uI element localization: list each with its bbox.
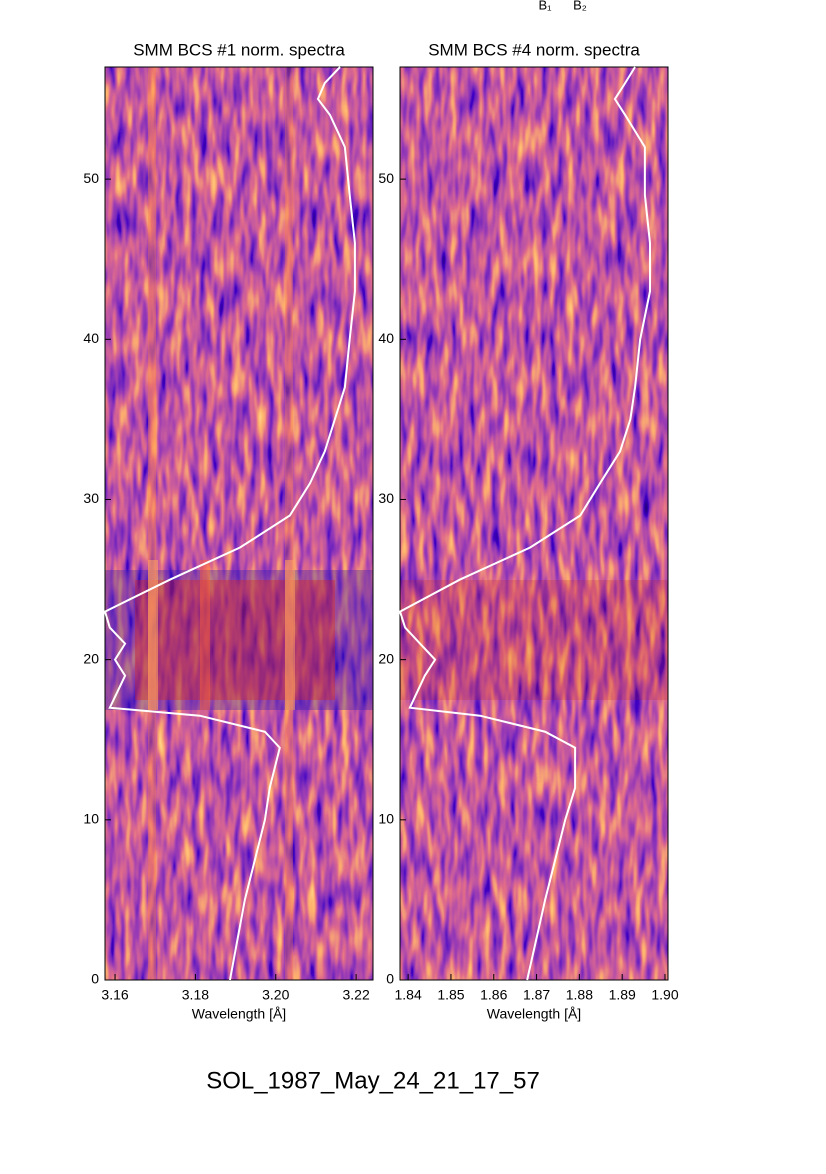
x-tick-label: 3.22 — [342, 987, 369, 1003]
y-tick-label: 20 — [83, 650, 99, 666]
y-tick-label: 10 — [83, 811, 99, 827]
flare-glow — [135, 580, 335, 700]
y-tick-label: 0 — [91, 971, 99, 987]
plot-frame — [399, 66, 669, 981]
heatmap — [105, 67, 373, 980]
panel-title: SMM BCS #1 norm. spectra — [133, 40, 345, 59]
light-curve — [103, 66, 356, 981]
y-tick-label: 30 — [83, 490, 99, 506]
figure-title: SOL_1987_May_24_21_17_57 — [206, 1067, 540, 1094]
x-tick-label: 1.89 — [609, 987, 636, 1003]
flare-glow — [400, 580, 668, 700]
x-tick-label: 3.20 — [262, 987, 289, 1003]
line-stripe — [148, 67, 156, 980]
x-tick-label: 1.90 — [651, 987, 678, 1003]
heatmap — [400, 67, 668, 980]
y-tick-label: 10 — [378, 811, 394, 827]
y-tick-label: 0 — [386, 971, 394, 987]
plot-frame — [104, 66, 374, 981]
y-tick-label: 50 — [378, 170, 394, 186]
x-tick-label: 1.84 — [395, 987, 422, 1003]
line-stripe — [148, 560, 158, 710]
panel-title: SMM BCS #4 norm. spectra — [428, 40, 640, 59]
x-tick-label: 1.87 — [523, 987, 550, 1003]
y-tick-label: 50 — [83, 170, 99, 186]
x-axis-label: Wavelength [Å] — [487, 1006, 581, 1022]
x-tick-label: 1.86 — [480, 987, 507, 1003]
x-axis-label: Wavelength [Å] — [192, 1006, 286, 1022]
line-stripe — [285, 67, 293, 980]
line-stripe — [285, 560, 295, 710]
line-stripe — [200, 560, 210, 710]
x-tick-label: 1.85 — [437, 987, 464, 1003]
x-tick-label: 1.88 — [566, 987, 593, 1003]
annotation: B₁ — [538, 0, 552, 12]
y-tick-label: 40 — [378, 330, 394, 346]
y-tick-label: 40 — [83, 330, 99, 346]
light-curve — [398, 66, 652, 981]
y-tick-label: 30 — [378, 490, 394, 506]
annotation: B₂ — [573, 0, 587, 12]
x-tick-label: 3.18 — [182, 987, 209, 1003]
x-tick-label: 3.16 — [101, 987, 128, 1003]
y-tick-label: 20 — [378, 650, 394, 666]
